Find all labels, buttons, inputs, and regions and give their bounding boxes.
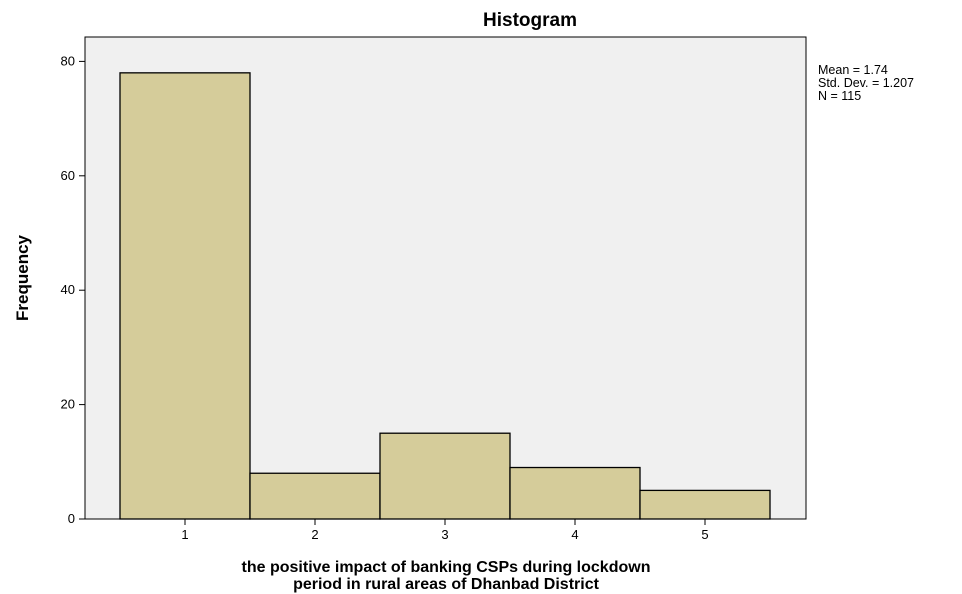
x-axis: 1 2 3 4 5 xyxy=(181,519,709,542)
y-tick-label-80: 80 xyxy=(61,53,75,68)
y-tick-label-0: 0 xyxy=(68,511,75,526)
stats-std-dev: Std. Dev. = 1.207 xyxy=(818,76,914,90)
x-tick-label-3: 3 xyxy=(441,527,448,542)
x-axis-label-line-2: period in rural areas of Dhanbad Distric… xyxy=(293,576,600,593)
stats-box: Mean = 1.74 Std. Dev. = 1.207 N = 115 xyxy=(818,63,914,103)
y-tick-label-60: 60 xyxy=(61,168,75,183)
x-axis-label-line-1: the positive impact of banking CSPs duri… xyxy=(242,559,651,576)
x-tick-label-1: 1 xyxy=(181,527,188,542)
bar-1 xyxy=(119,72,251,520)
x-tick-label-4: 4 xyxy=(571,527,578,542)
stats-mean: Mean = 1.74 xyxy=(818,63,888,77)
x-tick-label-2: 2 xyxy=(311,527,318,542)
chart-title: Histogram xyxy=(483,10,577,31)
x-tick-label-5: 5 xyxy=(701,527,708,542)
bar-2 xyxy=(249,472,381,520)
stats-n: N = 115 xyxy=(818,89,861,103)
y-axis: 0 20 40 60 80 xyxy=(61,53,85,526)
bars-group xyxy=(119,72,771,520)
bar-3 xyxy=(379,432,511,520)
y-axis-label: Frequency xyxy=(13,234,32,321)
y-tick-label-40: 40 xyxy=(61,282,75,297)
y-tick-label-20: 20 xyxy=(61,397,75,412)
bar-5 xyxy=(639,489,771,520)
bar-4 xyxy=(509,466,641,520)
